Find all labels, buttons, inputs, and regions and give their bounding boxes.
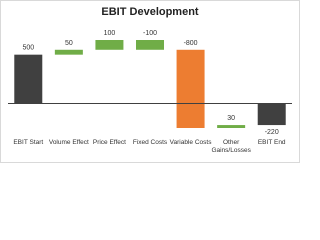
- x-tick-label: Price Effect: [92, 139, 126, 146]
- x-tick-label: Fixed Costs: [132, 139, 168, 146]
- data-label: 100: [104, 30, 116, 37]
- data-label: -100: [143, 30, 157, 37]
- x-tick-label: EBIT Start: [13, 139, 44, 146]
- data-label: -220: [265, 129, 279, 136]
- bar: [95, 40, 124, 50]
- chart-border: [0, 0, 300, 163]
- bar: [257, 103, 286, 126]
- x-tick-label: EBIT End: [257, 139, 286, 146]
- data-label: 50: [65, 40, 73, 47]
- x-tick-label: Volume Effect: [48, 139, 89, 146]
- x-tick-label: Other Gains/Losses: [211, 139, 251, 154]
- data-label: 30: [227, 115, 235, 122]
- data-label: 500: [22, 45, 34, 52]
- bar: [176, 49, 205, 128]
- x-tick-label: Variable Costs: [169, 139, 212, 146]
- chart-title: EBIT Development: [101, 6, 199, 18]
- bar: [217, 125, 246, 128]
- data-label: -800: [184, 40, 198, 47]
- bar: [136, 40, 164, 50]
- page: {"chart_data": {"type": "waterfall", "ti…: [0, 0, 300, 163]
- bar: [14, 54, 43, 104]
- bar: [54, 49, 83, 55]
- chart: EBIT Development 500 50 100 -100 -800 30 -220: [0, 0, 300, 163]
